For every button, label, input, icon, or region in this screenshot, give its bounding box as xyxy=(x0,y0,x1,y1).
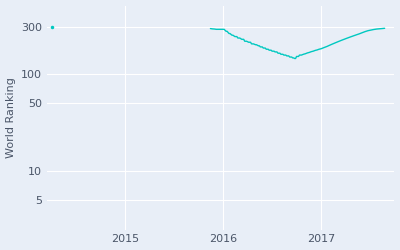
Y-axis label: World Ranking: World Ranking xyxy=(6,77,16,158)
